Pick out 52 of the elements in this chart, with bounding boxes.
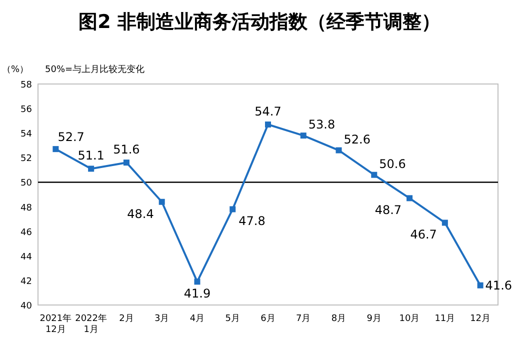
chart-title: 图2 非制造业商务活动指数（经季节调整） (78, 11, 440, 33)
y-tick-label: 46 (20, 228, 32, 238)
y-tick-label: 56 (20, 105, 32, 116)
y-tick-label: 42 (20, 276, 32, 287)
data-label: 48.7 (374, 203, 402, 218)
y-tick-label: 40 (20, 302, 32, 312)
data-label: 52.6 (344, 132, 370, 146)
x-tick-label: 4月 (190, 314, 205, 324)
data-label: 41.6 (485, 278, 512, 292)
y-tick-label: 50 (20, 178, 32, 189)
x-tick-label: 7月 (296, 314, 311, 324)
data-label: 52.7 (58, 130, 84, 144)
point (230, 206, 236, 212)
x-tick-label: 6月 (260, 314, 276, 324)
x-tick-label: 2021年 12月 (40, 313, 72, 335)
x-tick-label: 2月 (119, 314, 134, 324)
point (88, 166, 94, 172)
point (406, 195, 413, 202)
data-label: 48.4 (127, 206, 154, 221)
x-tick-label: 10月 (399, 314, 420, 324)
x-tick-label: 11月 (434, 314, 456, 324)
y-tick-label: 48 (20, 203, 32, 214)
x-tick-label: 5月 (225, 314, 240, 324)
point (300, 132, 306, 139)
point (442, 220, 448, 226)
data-label: 53.8 (308, 118, 336, 132)
y-tick-label: 52 (20, 154, 32, 164)
point (123, 160, 130, 166)
y-tick-label: 44 (20, 252, 32, 262)
data-label: 46.7 (410, 228, 437, 242)
point (371, 172, 378, 178)
point (477, 282, 484, 288)
y-axis-title: （%） (2, 65, 29, 75)
y-tick-label: 54 (20, 130, 32, 140)
y-tick-label: 58 (20, 80, 32, 90)
x-tick-label: 9月 (366, 314, 382, 324)
data-label: 51.1 (78, 148, 104, 163)
data-label: 47.8 (238, 214, 266, 228)
point (265, 122, 271, 128)
data-label: 51.6 (113, 142, 140, 157)
data-label: 54.7 (254, 104, 282, 119)
x-tick-label: 12月 (470, 314, 491, 324)
point (194, 278, 200, 285)
point (52, 146, 59, 152)
data-label: 41.9 (184, 286, 211, 301)
x-tick-label: 8月 (331, 314, 346, 324)
point (336, 147, 342, 154)
point (158, 198, 165, 205)
x-tick-label: 2022年 1月 (75, 313, 108, 335)
text: 50%=与上月比较无变化 (45, 64, 145, 75)
data-label: 50.6 (379, 156, 406, 171)
x-tick-label: 3月 (154, 314, 170, 324)
